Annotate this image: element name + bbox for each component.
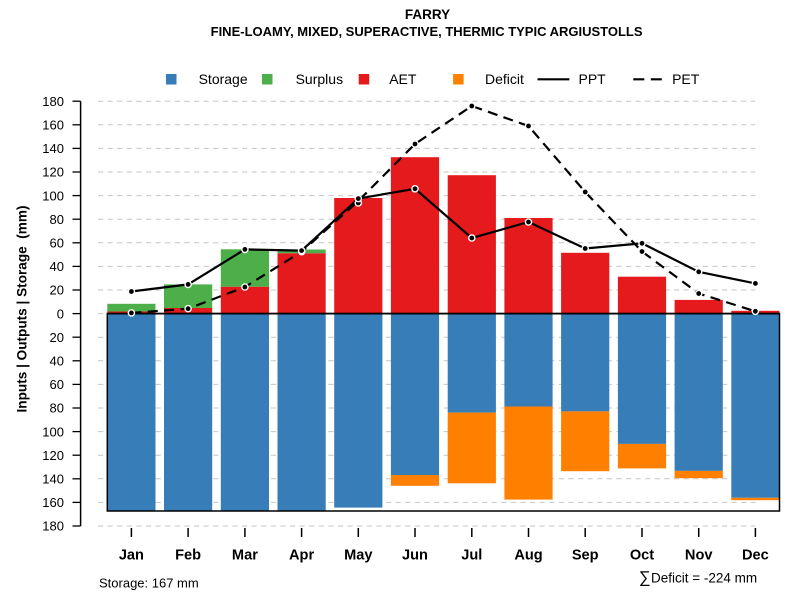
svg-text:60: 60 [50,377,64,392]
svg-text:Inputs | Outputs | Storage (m: Inputs | Outputs | Storage (mm) [15,206,30,413]
svg-text:Mar: Mar [232,548,258,564]
svg-text:Aug: Aug [514,548,542,564]
svg-text:180: 180 [42,519,64,534]
svg-text:120: 120 [42,165,64,180]
svg-text:120: 120 [42,448,64,463]
svg-text:160: 160 [42,118,64,133]
svg-text:80: 80 [50,212,64,227]
svg-text:Dec: Dec [742,548,769,564]
svg-text:Storage: 167 mm: Storage: 167 mm [99,575,199,590]
svg-text:Apr: Apr [289,548,314,564]
svg-text:100: 100 [42,424,64,439]
svg-text:FINE-LOAMY, MIXED, SUPERACTIVE: FINE-LOAMY, MIXED, SUPERACTIVE, THERMIC … [211,24,643,39]
svg-text:140: 140 [42,472,64,487]
svg-text:PPT: PPT [579,71,607,87]
svg-text:PET: PET [672,71,700,87]
svg-text:May: May [344,548,373,564]
svg-text:Jun: Jun [402,548,428,564]
svg-text:Feb: Feb [175,548,201,564]
svg-text:Deficit: Deficit [485,71,524,87]
svg-text:Jan: Jan [119,548,144,564]
svg-text:20: 20 [50,330,64,345]
svg-text:80: 80 [50,401,64,416]
svg-text:40: 40 [50,259,64,274]
svg-text:FARRY: FARRY [405,7,450,22]
svg-text:Sep: Sep [572,548,599,564]
svg-text:Jul: Jul [461,548,482,564]
svg-text:Oct: Oct [630,548,654,564]
svg-text:0: 0 [57,306,64,321]
svg-text:20: 20 [50,283,64,298]
svg-text:Surplus: Surplus [296,71,343,87]
svg-text:Storage: Storage [199,71,248,87]
svg-text:180: 180 [42,94,64,109]
svg-text:AET: AET [389,71,417,87]
svg-text:160: 160 [42,495,64,510]
svg-text:∑Deficit = -224 mm: ∑Deficit = -224 mm [639,568,757,586]
svg-text:140: 140 [42,141,64,156]
svg-text:100: 100 [42,188,64,203]
svg-text:40: 40 [50,354,64,369]
svg-text:Nov: Nov [685,548,713,564]
svg-text:60: 60 [50,236,64,251]
